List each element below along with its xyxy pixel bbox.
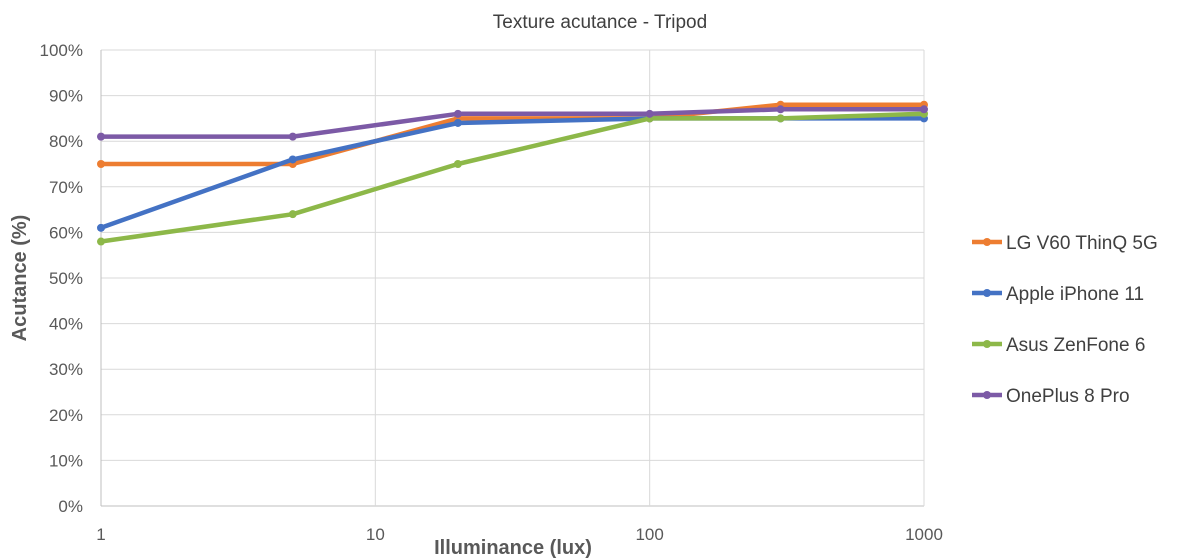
series-group: [97, 100, 928, 168]
gridlines: [100, 49, 925, 507]
x-tick-label: 100: [635, 525, 663, 544]
legend-marker: [983, 238, 991, 246]
series-line: [98, 102, 927, 167]
y-tick-label: 70%: [49, 178, 83, 197]
data-point: [920, 105, 928, 114]
legend-marker: [983, 340, 991, 348]
legend-label: Asus ZenFone 6: [1006, 335, 1145, 356]
legend-label: LG V60 ThinQ 5G: [1006, 233, 1158, 254]
series-line: [98, 107, 927, 139]
data-point: [97, 132, 105, 141]
y-tick-label: 100%: [40, 41, 83, 60]
series-group: [97, 114, 928, 232]
data-point: [97, 223, 105, 232]
y-tick-label: 40%: [49, 315, 83, 334]
data-point: [97, 160, 105, 168]
x-tick-label: 10: [366, 525, 385, 544]
legend-marker: [983, 391, 991, 399]
legend-label: Apple iPhone 11: [1006, 284, 1144, 305]
x-tick-label: 1: [96, 525, 105, 544]
data-point: [453, 118, 462, 127]
legend-item: OnePlus 8 Pro: [972, 386, 1130, 407]
data-point: [97, 237, 105, 246]
series-group: [97, 109, 928, 246]
data-point: [453, 109, 462, 118]
x-axis-label: Illuminance (lux): [434, 537, 592, 559]
y-axis-label: Acutance (%): [9, 215, 31, 342]
legend-item: Apple iPhone 11: [972, 284, 1144, 305]
series-line: [98, 111, 927, 244]
data-point: [776, 105, 785, 114]
data-point: [453, 160, 462, 168]
legend-marker: [983, 289, 991, 297]
y-tick-label: 90%: [49, 87, 83, 106]
legend: LG V60 ThinQ 5G Apple iPhone 11 Asus ZenFo…: [972, 233, 1158, 407]
y-tick-label: 20%: [49, 406, 83, 425]
data-point: [288, 132, 297, 141]
y-tick-label: 10%: [49, 451, 83, 470]
y-tick-label: 60%: [49, 223, 83, 242]
legend-item: LG V60 ThinQ 5G: [972, 233, 1158, 254]
y-tick-label: 80%: [49, 132, 83, 151]
legend-item: Asus ZenFone 6: [972, 335, 1145, 356]
data-point: [288, 155, 297, 164]
y-tick-labels: 0% 10% 20% 30% 40% 50% 60% 70% 80% 90% 100%: [40, 41, 83, 516]
series-lines: [97, 100, 928, 246]
data-point: [645, 109, 654, 118]
series-group: [97, 105, 928, 141]
data-point: [288, 210, 297, 219]
chart-title: Texture acutance - Tripod: [493, 12, 707, 33]
x-tick-label: 1000: [905, 525, 943, 544]
y-tick-label: 0%: [58, 497, 83, 516]
y-tick-label: 50%: [49, 269, 83, 288]
legend-label: OnePlus 8 Pro: [1006, 386, 1130, 407]
y-tick-label: 30%: [49, 360, 83, 379]
data-point: [776, 114, 785, 123]
x-tick-labels: 1 10 100 1000: [96, 525, 943, 544]
